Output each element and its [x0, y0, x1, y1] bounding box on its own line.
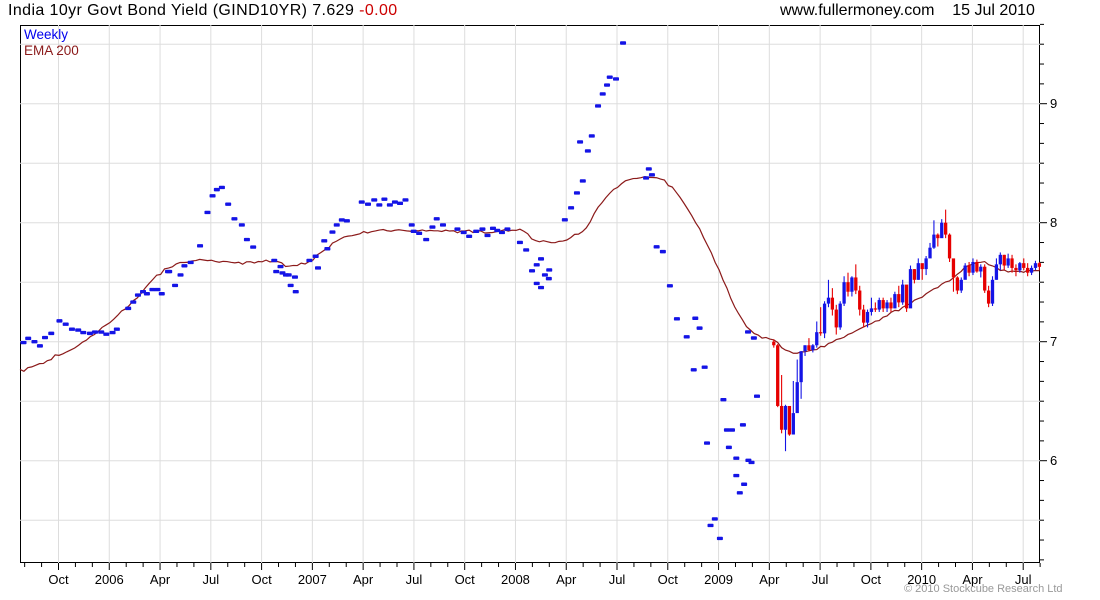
svg-text:2006: 2006: [95, 572, 124, 587]
svg-text:7: 7: [1050, 334, 1057, 349]
svg-text:6: 6: [1050, 453, 1057, 468]
svg-text:Oct: Oct: [251, 572, 272, 587]
svg-text:9: 9: [1050, 96, 1057, 111]
svg-text:Jul: Jul: [609, 572, 626, 587]
svg-text:Oct: Oct: [658, 572, 679, 587]
svg-text:Apr: Apr: [150, 572, 171, 587]
svg-text:Jul: Jul: [203, 572, 220, 587]
svg-text:Oct: Oct: [455, 572, 476, 587]
svg-text:Oct: Oct: [48, 572, 69, 587]
svg-text:Jul: Jul: [406, 572, 423, 587]
svg-text:Oct: Oct: [861, 572, 882, 587]
svg-text:2009: 2009: [704, 572, 733, 587]
svg-text:8: 8: [1050, 215, 1057, 230]
svg-text:2008: 2008: [501, 572, 530, 587]
svg-text:Apr: Apr: [353, 572, 374, 587]
svg-text:2007: 2007: [298, 572, 327, 587]
svg-text:Apr: Apr: [556, 572, 577, 587]
svg-text:Apr: Apr: [759, 572, 780, 587]
svg-text:Jul: Jul: [812, 572, 829, 587]
